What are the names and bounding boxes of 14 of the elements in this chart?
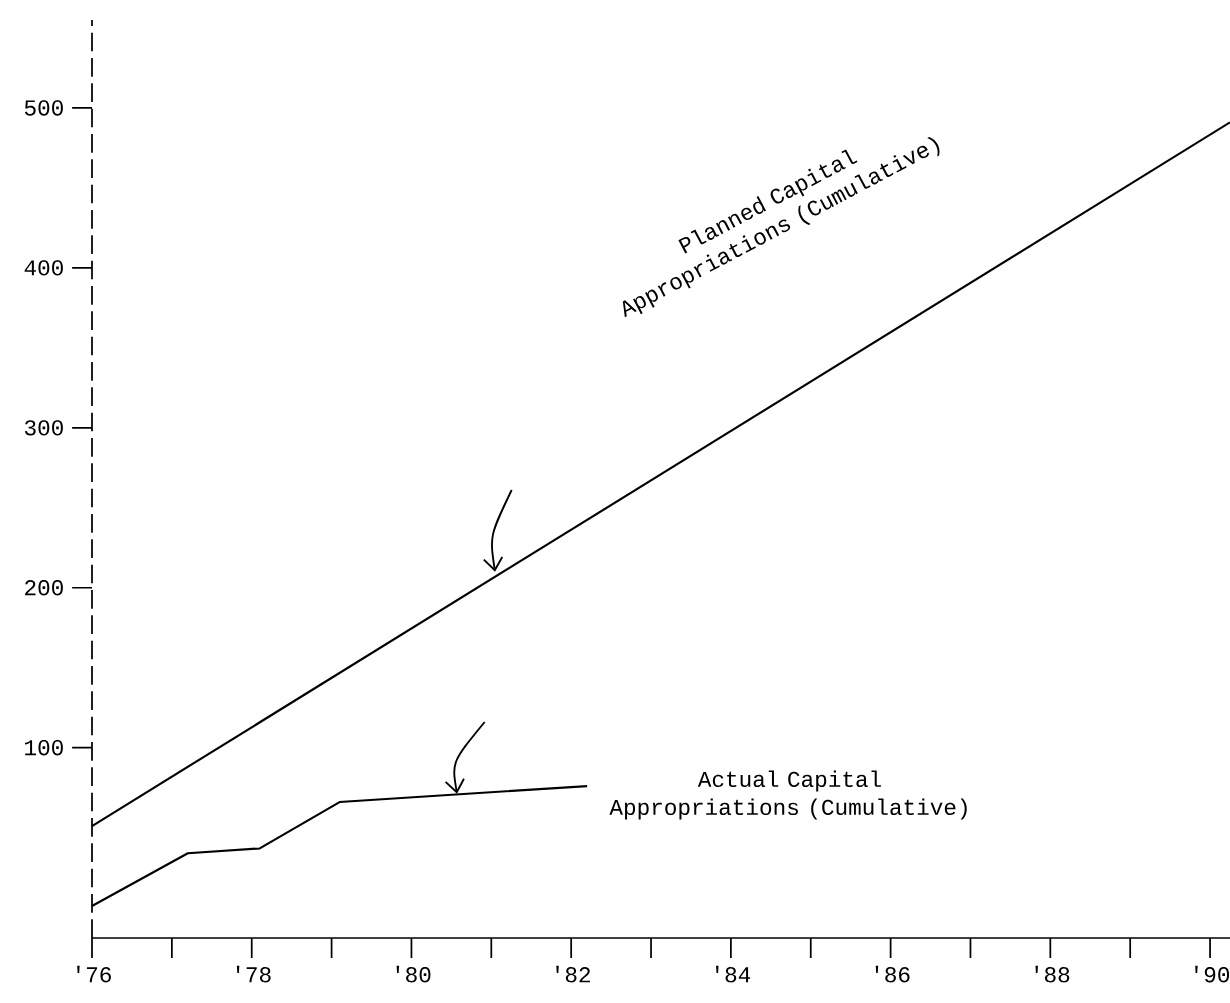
x-tick-label: '78 — [236, 965, 271, 983]
x-tick-label: '90 — [1195, 965, 1230, 983]
x-tick-label: '82 — [556, 965, 590, 983]
y-tick-label: 100 — [25, 739, 63, 756]
y-tick-label: 200 — [25, 580, 63, 596]
annotation: Actual Capital Appropriations (Cumulative) — [609, 770, 967, 820]
y-tick-label: 400 — [24, 260, 63, 276]
x-tick-label: '88 — [1035, 965, 1070, 983]
x-tick-label: '84 — [716, 965, 751, 983]
x-tick-label: '80 — [396, 965, 431, 983]
x-tick-label: '76 — [77, 965, 111, 983]
x-tick-label: '86 — [875, 965, 910, 983]
y-tick-label: 300 — [24, 420, 63, 436]
y-tick-label: 500 — [24, 100, 63, 116]
